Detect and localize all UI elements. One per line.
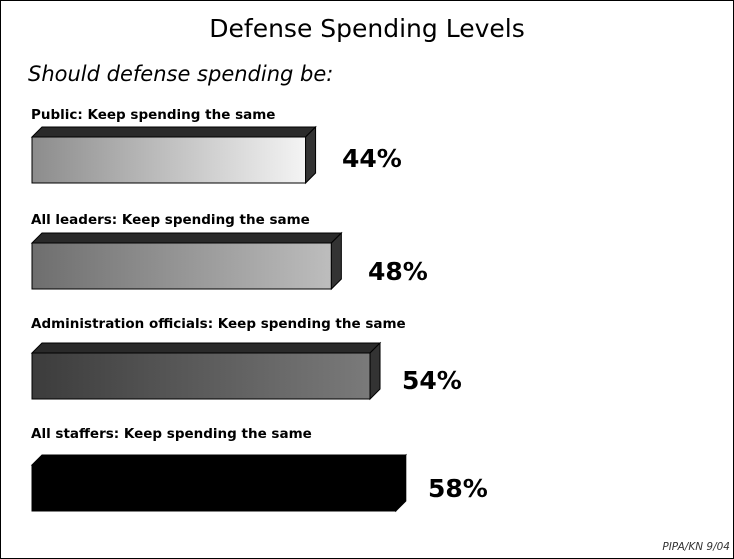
- bar-label: Public: Keep spending the same: [31, 107, 276, 123]
- bar-value-label: 54%: [402, 366, 462, 395]
- bar-label: Administration officials: Keep spending …: [31, 316, 406, 332]
- chart-title: Defense Spending Levels: [209, 14, 525, 43]
- bar-value-label: 44%: [342, 144, 402, 173]
- bar-value-label: 58%: [428, 474, 488, 503]
- bar-1: [30, 125, 317, 185]
- bar-label: All leaders: Keep spending the same: [31, 212, 310, 228]
- bar-4: [30, 453, 408, 513]
- bar-label: All staffers: Keep spending the same: [31, 426, 312, 442]
- bar-2: [30, 231, 343, 291]
- source-note: PIPA/KN 9/04: [662, 541, 730, 553]
- bar-3: [30, 341, 382, 401]
- chart-subtitle: Should defense spending be:: [28, 62, 334, 86]
- bar-value-label: 48%: [368, 257, 428, 286]
